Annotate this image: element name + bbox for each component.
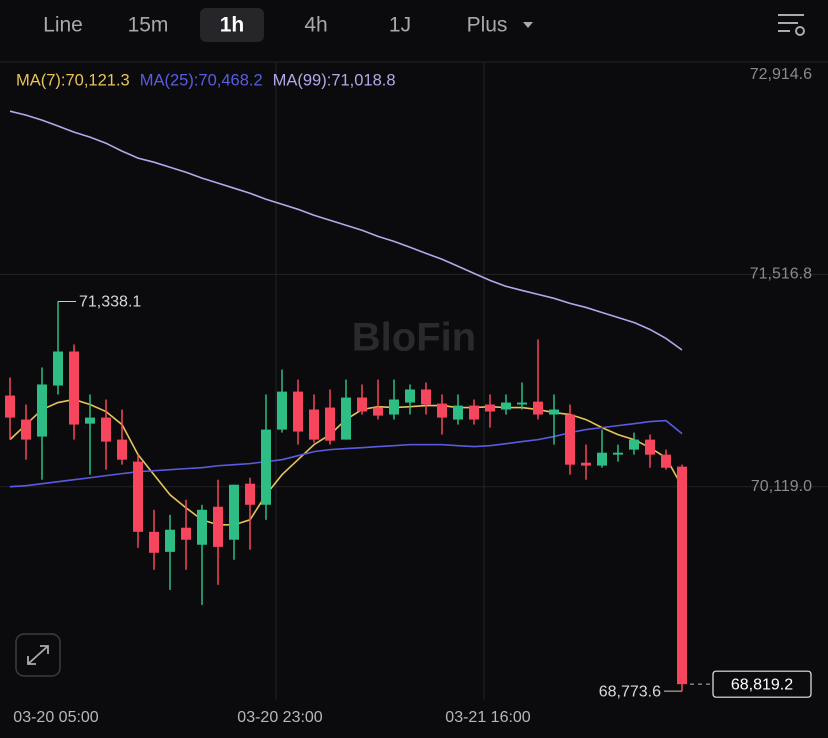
candle-body: [437, 403, 447, 418]
candle-body: [645, 439, 655, 455]
candle-body: [357, 397, 367, 412]
candle-body: [517, 402, 527, 405]
timeframe-tab[interactable]: Line: [43, 14, 83, 37]
watermark: BloFin: [352, 316, 476, 360]
candle-body: [661, 454, 671, 468]
timeframe-tab[interactable]: 1h: [220, 14, 245, 37]
last-price-label: 68,819.2: [731, 676, 793, 693]
x-tick-label: 03-21 16:00: [445, 709, 531, 726]
timeframe-tab[interactable]: Plus: [467, 14, 508, 37]
candle-body: [325, 407, 335, 441]
selected-tab-bg: [200, 8, 264, 42]
candle-body: [37, 384, 47, 437]
candle-body: [533, 401, 543, 415]
legend-entry: MA(99):71,018.8: [273, 71, 396, 89]
candle-body: [181, 527, 191, 540]
candle-body: [485, 404, 495, 412]
candle-body: [197, 509, 207, 545]
last-price-box: [712, 670, 812, 698]
candle-body: [101, 417, 111, 442]
candle-body: [677, 466, 687, 685]
candle-body: [405, 389, 415, 403]
timeframe-tab[interactable]: 15m: [128, 14, 169, 37]
y-tick-label: 72,914.6: [750, 66, 812, 83]
candle-body: [565, 414, 575, 465]
candle-body: [309, 409, 319, 440]
settings-icon[interactable]: [778, 14, 805, 36]
plot-area: BloFin 70,119.0 71,516.8 72,914.6 03-20 05:0…: [0, 61, 828, 726]
candle-body: [53, 351, 63, 386]
candle-body: [261, 429, 271, 505]
candle-body: [597, 452, 607, 466]
low-label: 68,773.6: [599, 683, 661, 700]
candle-body: [245, 483, 255, 505]
candle-body: [213, 506, 223, 547]
candle-body: [5, 395, 15, 418]
candle-body: [149, 531, 159, 553]
candle-body: [389, 399, 399, 415]
candle-body: [613, 452, 623, 455]
candle-body: [421, 389, 431, 405]
legend-entry: MA(25):70,468.2: [140, 71, 263, 89]
timeframe-tab[interactable]: 4h: [304, 14, 327, 37]
ma-line: [9, 110, 683, 351]
legend-entry: MA(7):70,121.3: [16, 71, 130, 89]
timeframe-tab[interactable]: 1J: [389, 14, 411, 37]
candle-body: [373, 407, 383, 416]
candle-body: [293, 391, 303, 432]
x-tick-label: 03-20 23:00: [237, 709, 323, 726]
candle-body: [469, 405, 479, 420]
candle-body: [501, 402, 511, 410]
y-tick-label: 71,516.8: [750, 266, 812, 283]
candle-body: [21, 419, 31, 440]
high-label: 71,338.1: [79, 294, 141, 311]
candle-body: [341, 397, 351, 440]
expand-button[interactable]: [15, 633, 61, 677]
candle-body: [85, 417, 95, 424]
candle-body: [549, 409, 559, 415]
candle-body: [165, 529, 175, 552]
candle-body: [629, 439, 639, 450]
candle-body: [69, 351, 79, 425]
x-tick-label: 03-20 05:00: [13, 709, 99, 726]
candle-body: [277, 391, 287, 430]
candle-body: [453, 405, 463, 420]
candle-body: [117, 439, 127, 460]
dropdown-caret[interactable]: [523, 22, 533, 28]
candle-body: [581, 462, 591, 466]
candle-body: [133, 461, 143, 532]
candle-body: [229, 484, 239, 540]
y-tick-label: 70,119.0: [751, 478, 812, 495]
